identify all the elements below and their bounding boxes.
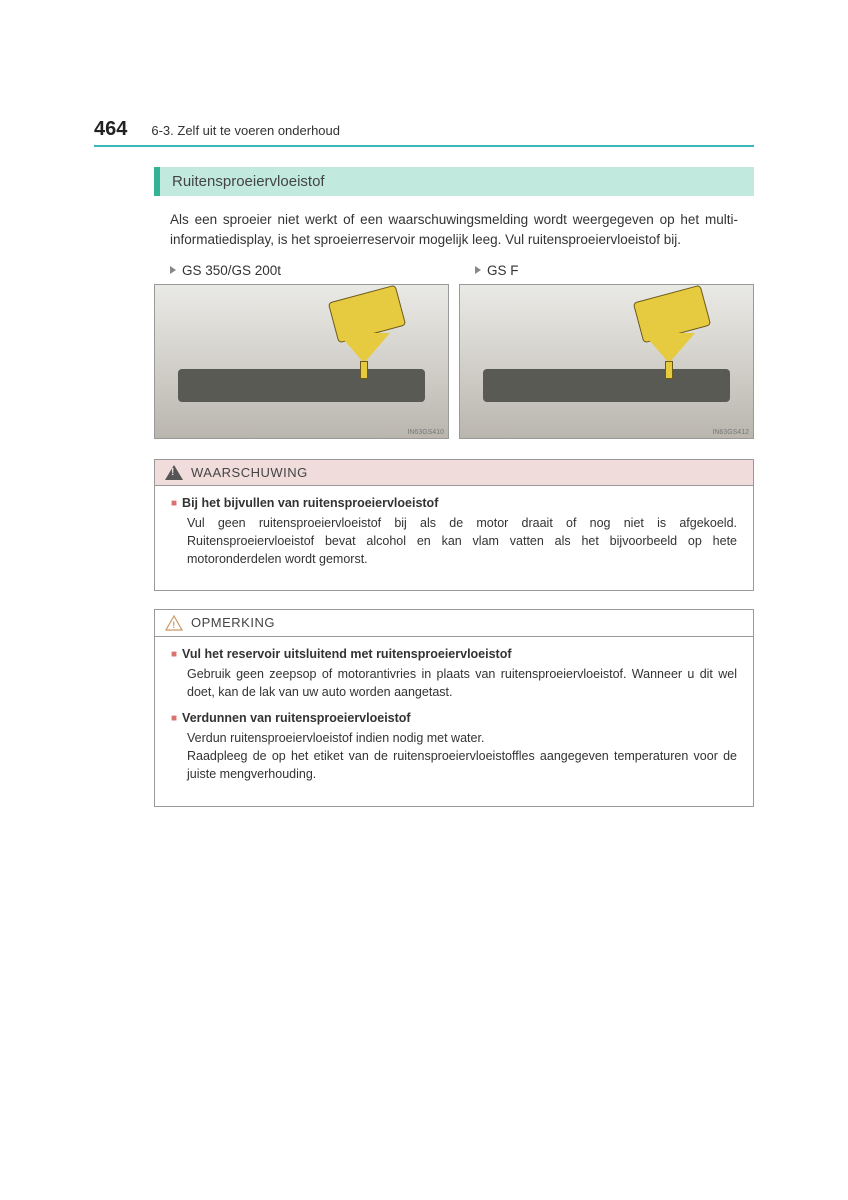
warning-box: WAARSCHUWING Bij het bijvullen van ruite… (154, 459, 754, 591)
image-label: GS 350/GS 200t (154, 263, 449, 278)
image-tag: IN63GS412 (712, 429, 749, 436)
warning-title: WAARSCHUWING (191, 465, 308, 480)
engine-illustration: IN63GS412 (459, 284, 754, 439)
image-row: GS 350/GS 200t IN63GS410 GS F (154, 263, 754, 459)
notice-item-title: Vul het reservoir uitsluitend met ruiten… (171, 647, 737, 661)
notice-item-title: Verdunnen van ruitensproeiervloeistof (171, 711, 737, 725)
page-number: 464 (94, 118, 127, 141)
notice-header: ! OPMERKING (155, 610, 753, 637)
intro-text: Als een sproeier niet werkt of een waars… (154, 210, 754, 251)
image-label-text: GS 350/GS 200t (182, 263, 281, 278)
section-heading: Ruitensproeiervloeistof (154, 167, 754, 196)
image-label-text: GS F (487, 263, 519, 278)
notice-icon: ! (165, 615, 183, 631)
notice-box: ! OPMERKING Vul het reservoir uitsluiten… (154, 609, 754, 807)
triangle-icon (170, 266, 176, 274)
notice-item-text: Gebruik geen zeepsop of motorantivries i… (171, 665, 737, 701)
warning-item-text: Vul geen ruitensproeiervloeistof bij als… (171, 514, 737, 568)
warning-item-title: Bij het bijvullen van ruitensproeiervloe… (171, 496, 737, 510)
notice-title: OPMERKING (191, 615, 275, 630)
warning-header: WAARSCHUWING (155, 460, 753, 486)
image-label: GS F (459, 263, 754, 278)
engine-illustration: IN63GS410 (154, 284, 449, 439)
notice-item-text: Verdun ruitensproeiervloeistof indien no… (171, 729, 737, 783)
warning-icon (165, 465, 183, 480)
triangle-icon (475, 266, 481, 274)
svg-text:!: ! (172, 620, 176, 630)
section-label: 6-3. Zelf uit te voeren onderhoud (151, 123, 340, 138)
image-tag: IN63GS410 (407, 429, 444, 436)
page-header: 464 6-3. Zelf uit te voeren onderhoud (94, 118, 754, 147)
